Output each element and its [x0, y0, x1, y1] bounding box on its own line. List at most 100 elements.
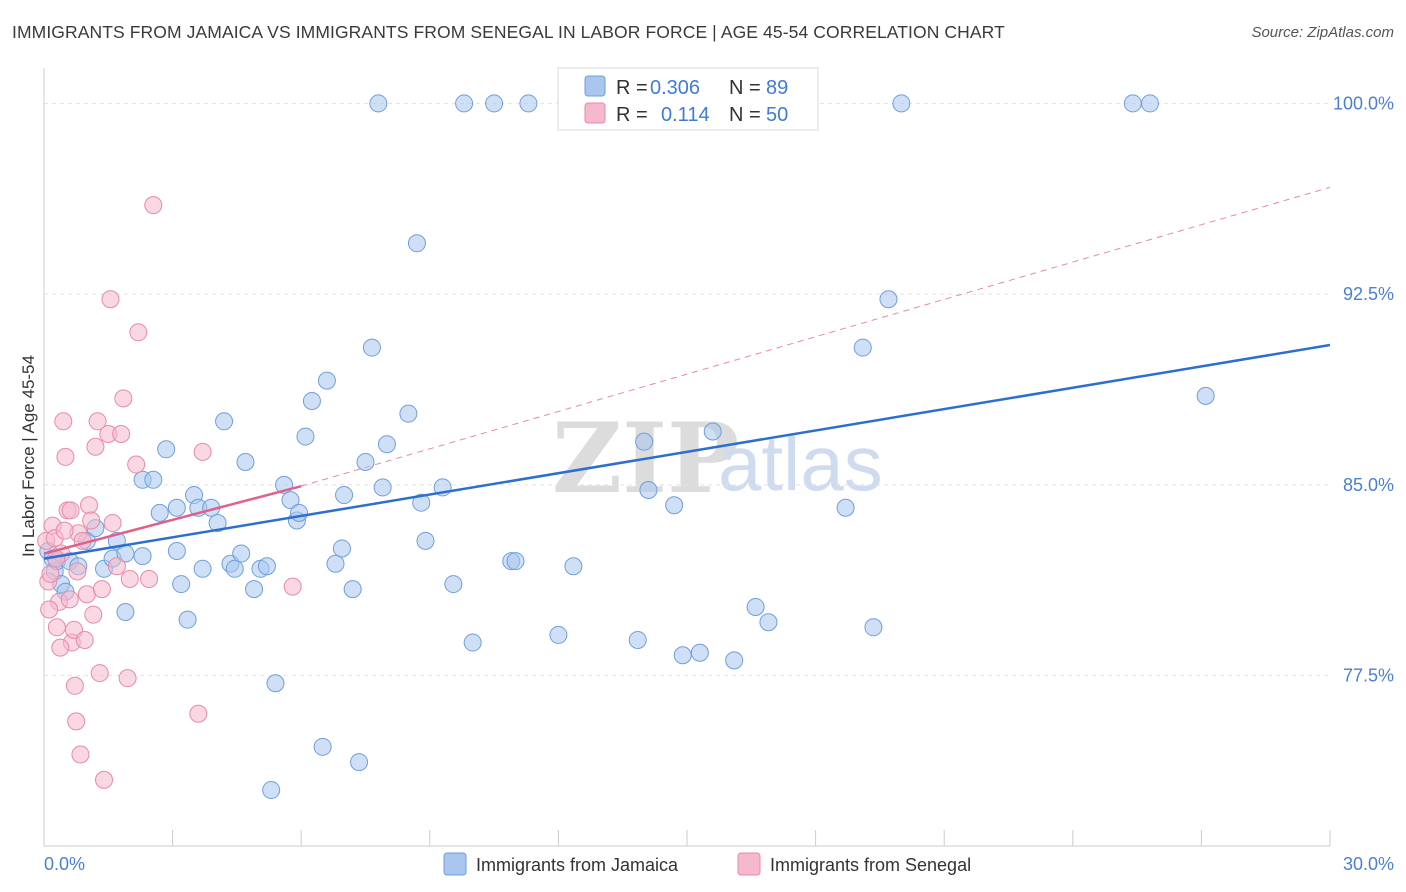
- jamaica-point: [290, 503, 309, 522]
- senegal-trend-extension: [301, 186, 1331, 487]
- jamaica-point: [485, 94, 504, 113]
- jamaica-trend-line: [43, 343, 1331, 560]
- source-credit: Source: ZipAtlas.com: [1251, 24, 1394, 41]
- senegal-point: [75, 631, 94, 650]
- senegal-point: [47, 618, 66, 637]
- senegal-point: [112, 425, 131, 444]
- senegal-point: [55, 521, 74, 540]
- y-tick-label-1: 85.0%: [1343, 475, 1394, 495]
- jamaica-point: [892, 94, 911, 113]
- legend-label-senegal[interactable]: Immigrants from Senegal: [770, 855, 971, 875]
- x-tick-marks: [43, 830, 1331, 846]
- jamaica-point: [116, 603, 135, 622]
- jamaica-points: [39, 94, 1215, 800]
- jamaica-point: [296, 427, 315, 446]
- jamaica-point: [549, 625, 568, 644]
- jamaica-point: [703, 422, 722, 441]
- jamaica-point: [690, 643, 709, 662]
- senegal-point: [120, 569, 139, 588]
- y-tick-label-3: 100.0%: [1333, 93, 1394, 113]
- legend-label-jamaica[interactable]: Immigrants from Jamaica: [476, 855, 679, 875]
- senegal-point: [88, 412, 107, 431]
- jamaica-point: [463, 633, 482, 652]
- senegal-point: [56, 447, 75, 466]
- jamaica-point: [332, 539, 351, 558]
- jamaica-point: [144, 470, 163, 489]
- stats-n-value-senegal: 50: [766, 104, 788, 126]
- legend-swatch-jamaica[interactable]: [443, 852, 467, 876]
- grid-layer: [44, 102, 1330, 677]
- jamaica-point: [759, 613, 778, 632]
- stats-box: R = 0.306 N = 89 R = 0.114 N = 50: [557, 67, 819, 131]
- senegal-point: [114, 389, 133, 408]
- jamaica-point: [444, 575, 463, 594]
- jamaica-point: [1123, 94, 1142, 113]
- jamaica-point: [412, 493, 431, 512]
- legend-swatch-senegal[interactable]: [737, 852, 761, 876]
- senegal-point: [118, 669, 137, 688]
- jamaica-point: [245, 580, 264, 599]
- stats-swatch-jamaica: [584, 75, 606, 97]
- jamaica-point: [257, 557, 276, 576]
- jamaica-point: [725, 651, 744, 670]
- jamaica-point: [215, 412, 234, 431]
- jamaica-point: [416, 531, 435, 550]
- jamaica-point: [281, 491, 300, 510]
- jamaica-point: [313, 737, 332, 756]
- jamaica-point: [167, 498, 186, 517]
- jamaica-point: [178, 610, 197, 629]
- jamaica-point: [172, 575, 191, 594]
- senegal-point: [103, 514, 122, 533]
- jamaica-point: [407, 234, 426, 253]
- y-tick-label-2: 92.5%: [1343, 284, 1394, 304]
- senegal-trend-line: [43, 484, 302, 555]
- jamaica-point: [628, 631, 647, 650]
- jamaica-point: [864, 618, 883, 637]
- senegal-points: [37, 196, 302, 789]
- stats-r-value-jamaica: 0.306: [650, 77, 700, 99]
- jamaica-point: [746, 597, 765, 616]
- jamaica-point: [673, 646, 692, 665]
- jamaica-point: [362, 338, 381, 357]
- stats-r-label-senegal: R =: [616, 104, 648, 126]
- senegal-point: [54, 412, 73, 431]
- senegal-point: [95, 770, 114, 789]
- stats-swatch-senegal: [584, 102, 606, 124]
- jamaica-point: [373, 478, 392, 497]
- senegal-point: [65, 676, 84, 695]
- jamaica-point: [356, 453, 375, 471]
- y-axis-label: In Labor Force | Age 45-54: [19, 355, 38, 557]
- jamaica-point: [133, 547, 152, 566]
- jamaica-point: [208, 514, 227, 533]
- stats-n-value-jamaica: 89: [766, 77, 788, 99]
- senegal-point: [101, 290, 120, 309]
- jamaica-point: [157, 440, 176, 459]
- jamaica-point: [1140, 94, 1159, 113]
- senegal-point: [140, 569, 159, 588]
- jamaica-point: [317, 371, 336, 390]
- senegal-point: [84, 605, 103, 624]
- jamaica-point: [836, 498, 855, 517]
- jamaica-point: [853, 338, 872, 357]
- legend: Immigrants from Jamaica Immigrants from …: [443, 852, 971, 876]
- jamaica-point: [167, 542, 186, 561]
- jamaica-point: [262, 781, 281, 800]
- senegal-point: [86, 437, 105, 456]
- y-tick-label-0: 77.5%: [1343, 666, 1394, 686]
- jamaica-point: [506, 552, 525, 571]
- jamaica-point: [326, 554, 345, 573]
- jamaica-point: [879, 290, 898, 309]
- jamaica-point: [1196, 386, 1215, 405]
- jamaica-point: [232, 544, 251, 563]
- jamaica-point: [225, 559, 244, 578]
- jamaica-point: [519, 94, 538, 113]
- jamaica-point: [455, 94, 474, 113]
- stats-n-label-jamaica: N =: [729, 77, 761, 99]
- chart-title: IMMIGRANTS FROM JAMAICA VS IMMIGRANTS FR…: [12, 22, 1005, 42]
- senegal-point: [67, 712, 86, 731]
- jamaica-point: [350, 753, 369, 772]
- jamaica-point: [335, 486, 354, 505]
- senegal-point: [60, 590, 79, 609]
- jamaica-point: [343, 580, 362, 599]
